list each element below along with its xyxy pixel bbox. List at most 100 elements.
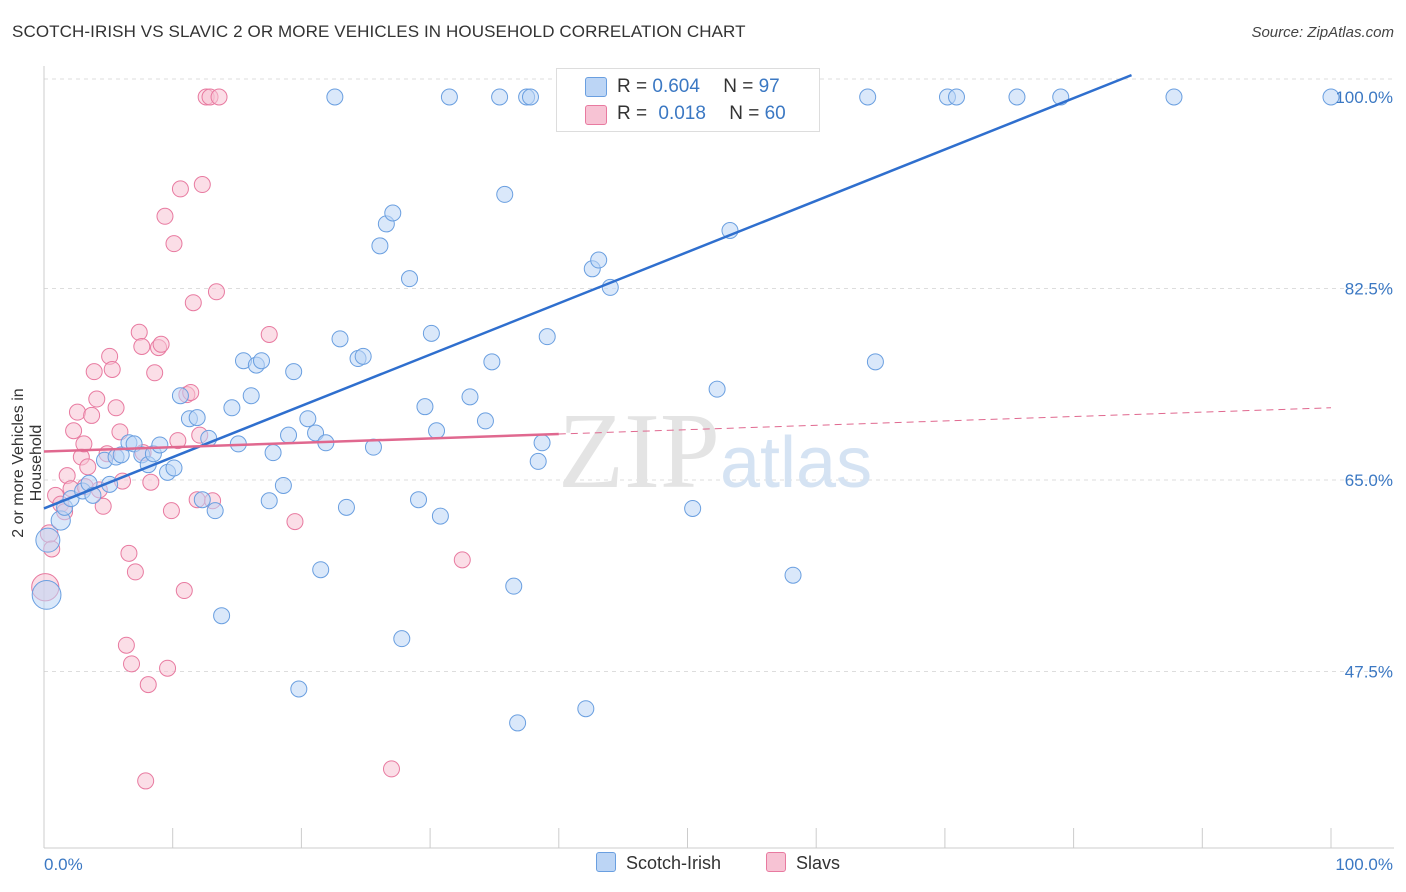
data-point — [165, 235, 183, 253]
data-point — [107, 399, 125, 417]
y-tick-label: 100.0% — [1335, 88, 1393, 107]
legend-r-label: R = — [617, 103, 653, 124]
data-point — [440, 88, 458, 106]
axes — [43, 66, 1394, 849]
data-point — [1008, 88, 1026, 106]
data-point — [68, 403, 86, 421]
data-point — [130, 323, 148, 341]
data-point — [184, 294, 202, 312]
data-point — [126, 563, 144, 581]
data-point — [260, 325, 278, 343]
legend-n-value: 60 — [764, 103, 786, 124]
data-point — [461, 388, 479, 406]
data-point — [162, 502, 180, 520]
data-point — [151, 436, 169, 454]
data-point — [65, 422, 83, 440]
data-point — [75, 435, 93, 453]
watermark-atlas: atlas — [720, 423, 872, 503]
data-point — [509, 714, 527, 732]
data-point — [253, 352, 271, 370]
bottom-legend-slavs: Slavs — [766, 852, 840, 874]
data-point — [371, 237, 389, 255]
data-point — [312, 561, 330, 579]
data-point — [1322, 88, 1340, 106]
bottom-legend-scotch-irish: Scotch-Irish — [596, 852, 721, 874]
data-point — [299, 410, 317, 428]
x-tick-label-min: 0.0% — [44, 855, 83, 874]
data-point — [120, 544, 138, 562]
data-point — [866, 353, 884, 371]
legend-swatch-scotch-irish — [585, 77, 607, 97]
data-point — [453, 551, 471, 569]
data-point — [112, 446, 130, 464]
data-point — [428, 422, 446, 440]
data-point — [111, 423, 129, 441]
data-point — [784, 566, 802, 584]
data-point — [152, 335, 170, 353]
legend-n-label: N = — [729, 103, 765, 124]
data-point — [188, 409, 206, 427]
data-point — [326, 88, 344, 106]
data-point — [146, 364, 164, 382]
legend-n-value: 97 — [758, 76, 780, 97]
data-point — [156, 207, 174, 225]
data-point — [35, 527, 61, 553]
y-axis-title: 2 or more Vehicles in Household — [10, 388, 45, 538]
data-point — [213, 607, 231, 625]
data-point — [476, 412, 494, 430]
data-point — [859, 88, 877, 106]
y-tick-label: 65.0% — [1345, 471, 1393, 490]
data-point — [331, 330, 349, 348]
data-point — [947, 88, 965, 106]
data-point — [491, 88, 509, 106]
data-point — [193, 176, 211, 194]
data-point — [521, 88, 539, 106]
x-tick-label-max: 100.0% — [1335, 855, 1393, 874]
data-point — [533, 434, 551, 452]
data-point — [142, 473, 160, 491]
data-point — [83, 406, 101, 424]
trend-line-slavs — [43, 432, 559, 453]
data-point — [139, 676, 157, 694]
data-point — [79, 458, 97, 476]
data-point — [1165, 88, 1183, 106]
source-label: Source: ZipAtlas.com — [1251, 24, 1394, 41]
data-point — [159, 659, 177, 677]
data-point — [590, 251, 608, 269]
data-point — [290, 680, 308, 698]
data-point — [538, 328, 556, 346]
data-point — [206, 502, 224, 520]
legend-row-slavs: R = 0.018 N = 60 — [617, 103, 786, 125]
data-point — [285, 363, 303, 381]
watermark-zip: ZIP — [558, 392, 720, 511]
data-point — [137, 772, 155, 790]
data-point — [169, 432, 187, 450]
data-point — [496, 185, 514, 203]
trend-line-scotch-irish — [43, 73, 1132, 510]
trend-lines — [43, 73, 1332, 510]
data-point — [193, 491, 211, 509]
legend-n-label: N = — [723, 76, 759, 97]
data-point — [123, 655, 141, 673]
bottom-legend-label: Scotch-Irish — [626, 853, 722, 873]
data-point — [307, 424, 325, 442]
data-point — [529, 452, 547, 470]
legend-r-value: 0.018 — [658, 103, 706, 124]
legend-r-value: 0.604 — [652, 76, 700, 97]
tick-labels: 100.0% 82.5% 65.0% 47.5% 0.0% 100.0% — [44, 88, 1393, 874]
trend-line-slavs-extension — [558, 407, 1332, 435]
data-point — [88, 390, 106, 408]
data-point — [117, 636, 135, 654]
bottom-legend-swatch-blue — [596, 852, 616, 872]
legend-row-scotch-irish: R = 0.604 N = 97 — [617, 76, 780, 98]
data-point — [274, 476, 292, 494]
data-point — [103, 360, 121, 378]
legend-swatch-slavs — [585, 105, 607, 125]
data-point — [85, 363, 103, 381]
data-point — [264, 444, 282, 462]
legend-r-label: R = — [617, 76, 653, 97]
data-point — [260, 492, 278, 510]
data-point — [171, 180, 189, 198]
data-point — [505, 577, 523, 595]
